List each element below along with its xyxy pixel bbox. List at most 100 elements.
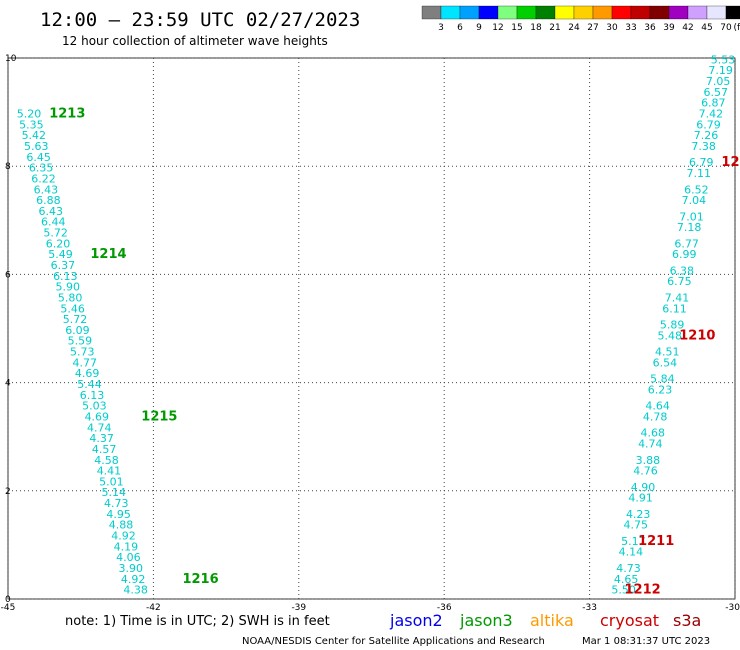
wave-height-value: 5.49 <box>48 248 73 261</box>
wave-height-value: 7.41 <box>665 291 690 304</box>
y-tick-label: 6 <box>5 270 11 280</box>
wave-height-value: 5.17 <box>621 535 646 548</box>
track-jason3: 5.205.355.425.636.456.356.226.436.886.43… <box>17 107 219 597</box>
y-tick-label: 2 <box>5 487 11 497</box>
wave-height-value: 5.01 <box>99 475 124 488</box>
color-scale-label: 33 <box>625 23 636 33</box>
color-swatch <box>573 5 594 20</box>
color-swatch <box>687 5 708 20</box>
wave-height-value: 4.88 <box>109 519 134 532</box>
color-swatch <box>630 5 651 20</box>
color-swatch <box>516 5 537 20</box>
wave-height-value: 7.04 <box>682 194 707 207</box>
x-tick-label: -39 <box>291 603 306 613</box>
y-tick-label: 4 <box>5 379 11 389</box>
color-swatch <box>478 5 499 20</box>
wave-height-value: 4.91 <box>628 492 653 505</box>
color-swatch <box>592 5 613 20</box>
wave-height-value: 6.77 <box>674 237 699 250</box>
wave-height-value: 4.14 <box>619 546 644 559</box>
wave-height-value: 5.63 <box>24 140 49 153</box>
time-label: 1214 <box>90 247 126 262</box>
time-label: 1210 <box>679 328 715 343</box>
wave-height-value: 6.38 <box>670 264 695 277</box>
wave-height-value: 4.76 <box>633 465 658 478</box>
wave-height-value: 4.77 <box>72 356 97 369</box>
wave-height-value: 4.74 <box>87 421 112 434</box>
color-scale-label: 70 <box>720 23 732 33</box>
wave-height-value: 6.23 <box>648 383 673 396</box>
wave-height-value: 6.88 <box>36 194 61 207</box>
wave-height-value: 4.73 <box>616 562 641 575</box>
color-swatch <box>497 5 518 20</box>
color-scale-label: 27 <box>587 23 598 33</box>
wave-height-value: 6.54 <box>653 356 678 369</box>
wave-height-value: 7.26 <box>694 129 719 142</box>
wave-height-value: 6.57 <box>703 86 728 99</box>
wave-height-value: 4.38 <box>123 584 148 597</box>
wave-height-value: 5.35 <box>19 118 43 131</box>
wave-height-value: 3.88 <box>636 454 661 467</box>
wave-height-value: 7.42 <box>699 108 724 121</box>
wave-height-value: 6.09 <box>65 324 90 337</box>
color-swatch <box>725 5 740 20</box>
wave-height-value: 4.75 <box>624 519 649 532</box>
wave-height-value: 4.65 <box>614 573 639 586</box>
wave-height-value: 6.22 <box>31 172 56 185</box>
wave-height-value: 6.52 <box>684 183 709 196</box>
color-swatch <box>535 5 556 20</box>
legend-s3a: s3a <box>673 611 701 630</box>
y-tick-label: 10 <box>5 54 17 64</box>
color-scale-label: 24 <box>568 23 580 33</box>
x-tick-label: -45 <box>1 603 16 613</box>
color-swatch <box>649 5 670 20</box>
wave-height-value: 5.42 <box>22 129 47 142</box>
wave-height-value: 5.89 <box>660 319 685 332</box>
wave-height-value: 5.90 <box>55 281 79 294</box>
wave-height-value: 6.20 <box>46 237 71 250</box>
color-swatch <box>421 5 442 20</box>
color-scale-label: 9 <box>476 23 482 33</box>
wave-height-value: 5.44 <box>77 378 102 391</box>
timestamp-text: Mar 1 08:31:37 UTC 2023 <box>582 636 710 647</box>
x-tick-label: -42 <box>146 603 161 613</box>
color-scale-label: 39 <box>663 23 675 33</box>
wave-height-value: 4.90 <box>631 481 656 494</box>
wave-height-value: 6.13 <box>53 270 78 283</box>
color-scale-label: 3 <box>438 23 444 33</box>
wave-height-value: 6.45 <box>26 151 51 164</box>
wave-height-value: 7.19 <box>708 64 733 77</box>
time-label: 1215 <box>141 409 177 424</box>
wave-height-value: 6.87 <box>701 97 726 110</box>
wave-height-value: 4.69 <box>75 367 100 380</box>
x-tick-label: -36 <box>437 603 452 613</box>
wave-height-value: 4.74 <box>638 438 663 451</box>
wave-height-value: 5.73 <box>70 346 95 359</box>
wave-height-value: 4.73 <box>104 497 128 510</box>
wave-height-marks: 5.205.355.425.636.456.356.226.436.886.43… <box>17 53 740 597</box>
color-scale-label: 12 <box>492 23 503 33</box>
wave-height-value: 4.69 <box>85 410 110 423</box>
wave-height-value: 4.64 <box>645 400 670 413</box>
y-tick-label: 0 <box>5 595 11 605</box>
y-tick-labels: 0 2 4 6 8 10 <box>5 54 17 605</box>
wave-height-value: 5.53 <box>711 53 736 66</box>
color-scale-label: 15 <box>511 23 522 33</box>
credit-text: NOAA/NESDIS Center for Satellite Applica… <box>242 636 545 647</box>
wave-height-value: 4.19 <box>114 540 139 553</box>
color-swatch <box>706 5 727 20</box>
color-swatch <box>611 5 632 20</box>
wave-height-value: 4.68 <box>640 427 665 440</box>
wave-height-value: 5.72 <box>43 227 67 240</box>
color-scale-label: 6 <box>457 23 463 33</box>
wave-height-value: 5.80 <box>58 291 83 304</box>
color-scale-label: 45 <box>701 23 712 33</box>
wave-height-value: 4.95 <box>106 508 130 521</box>
time-label: 1209 <box>721 155 740 170</box>
y-tick-label: 8 <box>5 162 11 172</box>
color-swatch <box>440 5 461 20</box>
wave-height-value: 6.43 <box>34 183 59 196</box>
time-label: 1211 <box>638 534 674 549</box>
legend-jason3: jason3 <box>459 611 513 630</box>
